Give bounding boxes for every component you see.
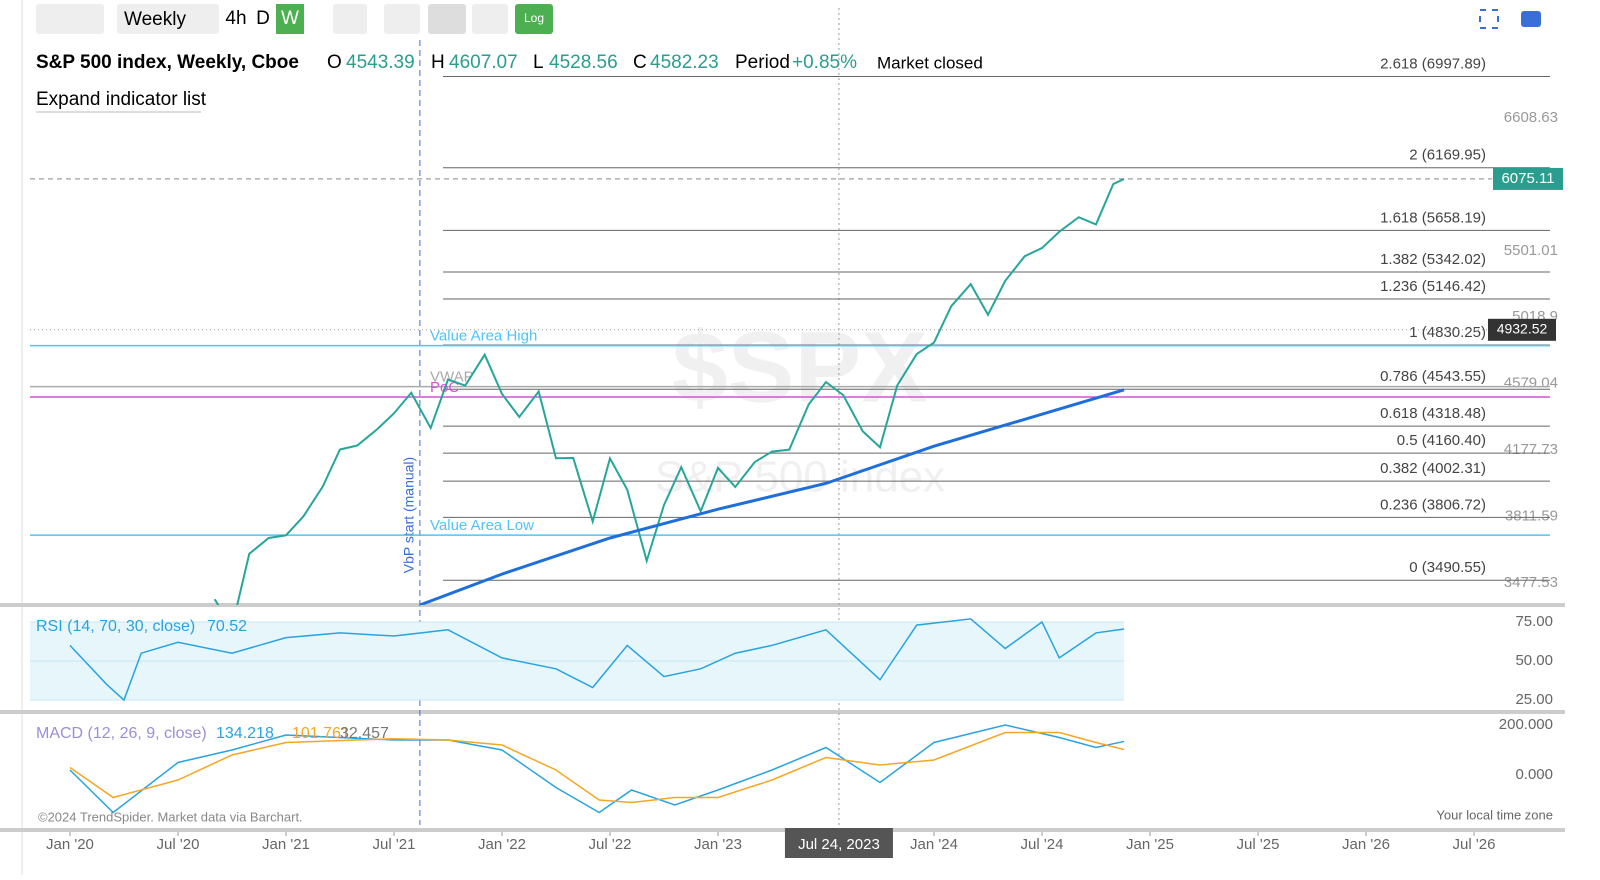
field-key: Period: [735, 52, 790, 73]
fib-label: 1 (4830.25): [1409, 324, 1486, 341]
fib-label: 2.618 (6997.89): [1380, 56, 1486, 73]
field-value: 4528.56: [549, 52, 618, 73]
copyright: ©2024 TrendSpider. Market data via Barch…: [38, 809, 303, 824]
macd-value: 32.457: [340, 725, 389, 742]
fib-label: 0.786 (4543.55): [1380, 368, 1486, 385]
level-label: VWAP: [430, 369, 474, 386]
watermark: S&P 500 index: [655, 453, 945, 502]
field-value: 4607.07: [449, 52, 518, 73]
snapshot-button[interactable]: [1521, 11, 1541, 27]
fib-label: 1.618 (5658.19): [1380, 209, 1486, 226]
y-tick-label: 3477.53: [1504, 574, 1558, 591]
macd-value: 101.761: [292, 725, 350, 742]
plot: Jan '20 Jul '20 Jan '21 Jul '21 Jan '22 Jul '…: [0, 8, 1565, 858]
y-tick-label: 4177.73: [1504, 441, 1558, 458]
fib-label: 1.382 (5342.02): [1380, 251, 1486, 268]
rsi-title: RSI (14, 70, 30, close): [36, 618, 195, 635]
button[interactable]: 4h: [225, 8, 246, 29]
macd-tick-label: 0.000: [1515, 766, 1553, 783]
x-tick-label: Jul '25: [1237, 836, 1280, 853]
time-button[interactable]: [428, 4, 466, 34]
vbp-label: VbP start (manual): [401, 457, 417, 573]
active-button[interactable]: [276, 4, 304, 34]
macd-value: 134.218: [216, 725, 274, 742]
field-key: C: [633, 52, 647, 73]
x-tick-label: Jan '25: [1126, 836, 1174, 853]
level-label: Value Area Low: [430, 517, 534, 534]
x-tick-label: Jul '20: [157, 836, 200, 853]
fib-label: 2 (6169.95): [1409, 147, 1486, 164]
button[interactable]: W: [281, 8, 299, 29]
macd-line: [69, 724, 1125, 814]
symbol: S&P 500 index, Weekly, Cboe: [36, 52, 299, 73]
x-tick-label: Jul '21: [373, 836, 416, 853]
fib-label: 0.5 (4160.40): [1397, 432, 1486, 449]
fib-label: 0.236 (3806.72): [1380, 496, 1486, 513]
fib-label: 0.618 (4318.48): [1380, 405, 1486, 422]
crosshair-button[interactable]: [472, 4, 508, 34]
rsi-tick-label: 75.00: [1515, 613, 1553, 630]
y-tick-label: 6608.63: [1504, 109, 1558, 126]
watermark: $SPX: [672, 311, 928, 423]
macd-title: MACD (12, 26, 9, close): [36, 725, 207, 742]
expand-indicators[interactable]: Expand indicator list: [36, 89, 207, 110]
settings-button[interactable]: [333, 4, 367, 34]
log-button[interactable]: [515, 4, 553, 34]
timezone: Your local time zone: [1436, 807, 1553, 822]
crosshair-badge: [784, 828, 893, 858]
field-value: +0.85%: [792, 52, 857, 73]
fib-label: 0 (3490.55): [1409, 559, 1486, 576]
interval: Weekly: [124, 9, 186, 30]
chart-type-button[interactable]: [36, 4, 104, 34]
x-tick-label: Jul '22: [589, 836, 632, 853]
button[interactable]: Log: [524, 11, 544, 25]
field-value: 4543.39: [346, 52, 415, 73]
x-tick-label: Jan '23: [694, 836, 742, 853]
field-key: H: [431, 52, 445, 73]
hover-price: 4932.52: [1497, 321, 1548, 337]
fib-label: 0.382 (4002.31): [1380, 460, 1486, 477]
field-key: O: [327, 52, 342, 73]
hover-badge: [1488, 318, 1556, 341]
toolbar: Weekly 4h D W Log: [36, 4, 1541, 34]
button[interactable]: D: [256, 8, 270, 29]
macd-tick-label: 200.000: [1499, 716, 1553, 733]
draw-button[interactable]: [384, 4, 420, 34]
x-tick-label: Jul '24: [1021, 836, 1064, 853]
rsi-value: 70.52: [207, 618, 247, 635]
x-tick-label: Jan '24: [910, 836, 958, 853]
field-value: 4582.23: [650, 52, 719, 73]
rsi-line: [69, 618, 1125, 702]
x-tick-label: Jan '21: [262, 836, 310, 853]
macd-line: [69, 731, 1125, 804]
price-series: [419, 388, 1125, 605]
x-tick-label: Jul '26: [1453, 836, 1496, 853]
fullscreen-button[interactable]: [1479, 9, 1499, 29]
last-price-badge: [1493, 167, 1563, 190]
field-key: L: [533, 52, 544, 73]
header: S&P 500 index, Weekly, Cboe O 4543.39 H …: [36, 52, 983, 113]
status: Market closed: [877, 53, 983, 72]
interval-dropdown[interactable]: [117, 4, 219, 34]
y-tick-label: 5501.01: [1504, 242, 1558, 259]
price-series: [213, 178, 1125, 605]
x-tick-label: Jan '20: [46, 836, 94, 853]
y-tick-label: 3811.59: [1505, 507, 1558, 524]
level-label: Value Area High: [430, 328, 537, 345]
x-tick-label: Jan '22: [478, 836, 526, 853]
rsi-tick-label: 50.00: [1515, 652, 1553, 669]
fib-label: 1.236 (5146.42): [1380, 278, 1486, 295]
crosshair-label: Jul 24, 2023: [798, 836, 880, 853]
rsi-tick-label: 25.00: [1515, 691, 1553, 708]
last-price: 6075.11: [1501, 170, 1554, 187]
x-tick-label: Jan '26: [1342, 836, 1390, 853]
